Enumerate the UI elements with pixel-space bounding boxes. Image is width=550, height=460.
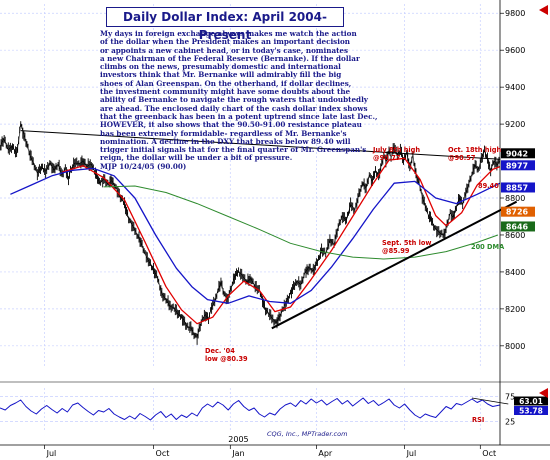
- annotation-july8-high: July 8th high @90.77: [373, 146, 421, 162]
- price-label-box: [501, 221, 535, 232]
- price-label-box: [501, 148, 535, 159]
- annotation-support-level: 89.40: [478, 182, 499, 190]
- price-label-text: 8857: [506, 183, 528, 192]
- price-panel: [0, 121, 518, 345]
- rsi-tick-label: 75: [505, 393, 515, 402]
- x-tick-label: Jul: [46, 449, 57, 458]
- annotation-200dma: 200 DMA: [471, 243, 505, 251]
- y-tick-label: 9800: [505, 9, 525, 18]
- commentary-text: My days in foreign exchange always makes…: [100, 29, 378, 171]
- chart-title: Daily Dollar Index: April 2004-Present: [123, 10, 327, 42]
- x-tick-label: Jan: [231, 449, 244, 458]
- scroll-up-arrow-icon[interactable]: [539, 5, 548, 15]
- support-trendline: [271, 200, 518, 330]
- resistance-line: [20, 130, 501, 160]
- y-tick-label: 9400: [505, 83, 525, 92]
- y-tick-label: 8600: [505, 231, 525, 240]
- rsi-value-box: [514, 396, 548, 406]
- rsi-value-text: 53.78: [519, 407, 543, 416]
- dma200-line: [103, 185, 499, 260]
- x-tick-label: Apr: [318, 449, 333, 458]
- rsi-value-box: [514, 406, 548, 415]
- rsi-panel: [0, 397, 509, 421]
- source-credit: CQG, Inc., MPTrader.com: [267, 430, 348, 438]
- price-label-box: [501, 182, 535, 193]
- x-tick-label: Oct: [482, 449, 496, 458]
- price-label-text: 8977: [506, 161, 528, 170]
- price-label-text: 9042: [506, 149, 528, 158]
- annotation-dec04-low: Dec. '04 low @80.39: [205, 347, 248, 363]
- rsi-value-text: 63.01: [519, 397, 543, 406]
- x-year-label: 2005: [228, 435, 248, 444]
- y-tick-label: 9600: [505, 46, 525, 55]
- title-box: Daily Dollar Index: April 2004-Present: [106, 7, 344, 42]
- price-label-text: 8726: [506, 208, 529, 217]
- price-label-text: 8646: [506, 222, 529, 231]
- y-tick-label: 8400: [505, 268, 525, 277]
- x-tick-label: Jul: [406, 449, 417, 458]
- annotation-rsi: RSI: [472, 416, 485, 424]
- x-tick-label: Oct: [156, 449, 170, 458]
- price-label-box: [501, 160, 535, 171]
- y-tick-label: 9200: [505, 120, 525, 129]
- rsi-tick-label: 25: [505, 418, 515, 427]
- y-tick-label: 8000: [505, 342, 525, 351]
- fast-ma-line: [62, 157, 501, 325]
- y-tick-label: 8200: [505, 305, 525, 314]
- rsi-divergence-line: [471, 397, 509, 405]
- annotation-sept5-low: Sept. 5th low @85.99: [382, 239, 432, 255]
- y-tick-label: 8800: [505, 194, 525, 203]
- rsi-line: [0, 397, 501, 421]
- price-label-box: [501, 206, 535, 217]
- panel-arrow-icon[interactable]: [539, 388, 548, 398]
- mid-ma-line: [10, 167, 501, 304]
- annotation-oct18-high: Oct. 18th high @90.57: [448, 146, 502, 162]
